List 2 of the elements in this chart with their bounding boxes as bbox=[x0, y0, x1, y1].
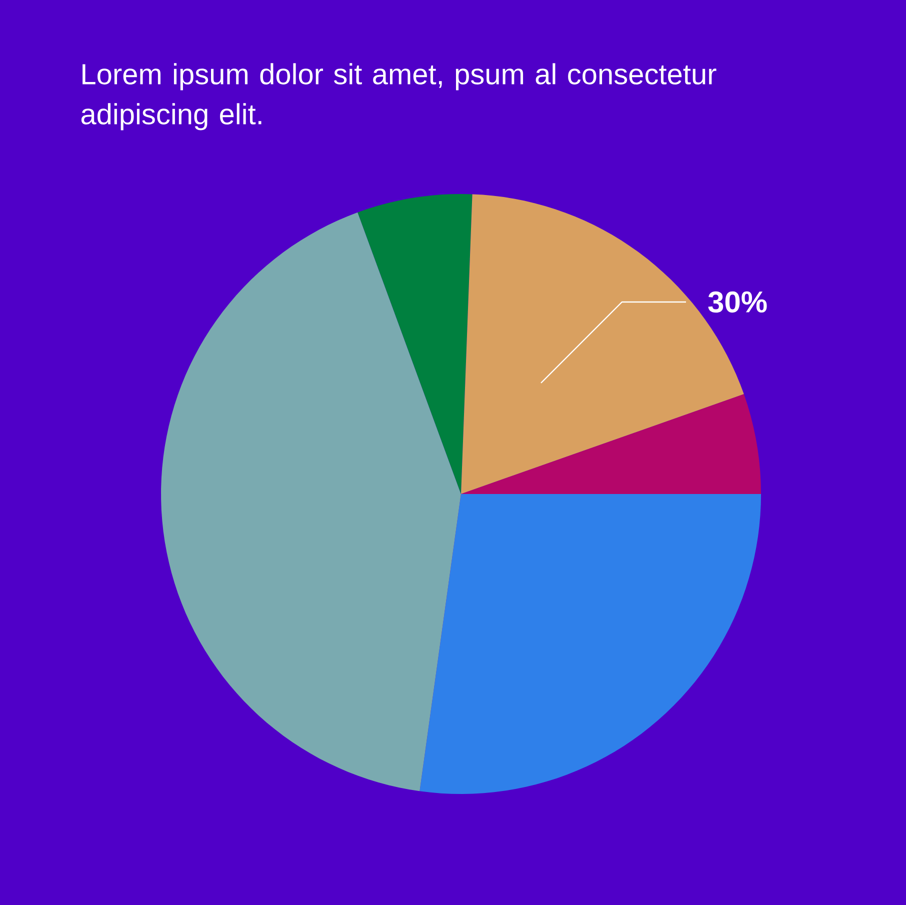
chart-title: Lorem ipsum dolor sit amet, psum al consectetur adipiscing elit. bbox=[81, 63, 716, 130]
text: 30% bbox=[708, 291, 767, 313]
